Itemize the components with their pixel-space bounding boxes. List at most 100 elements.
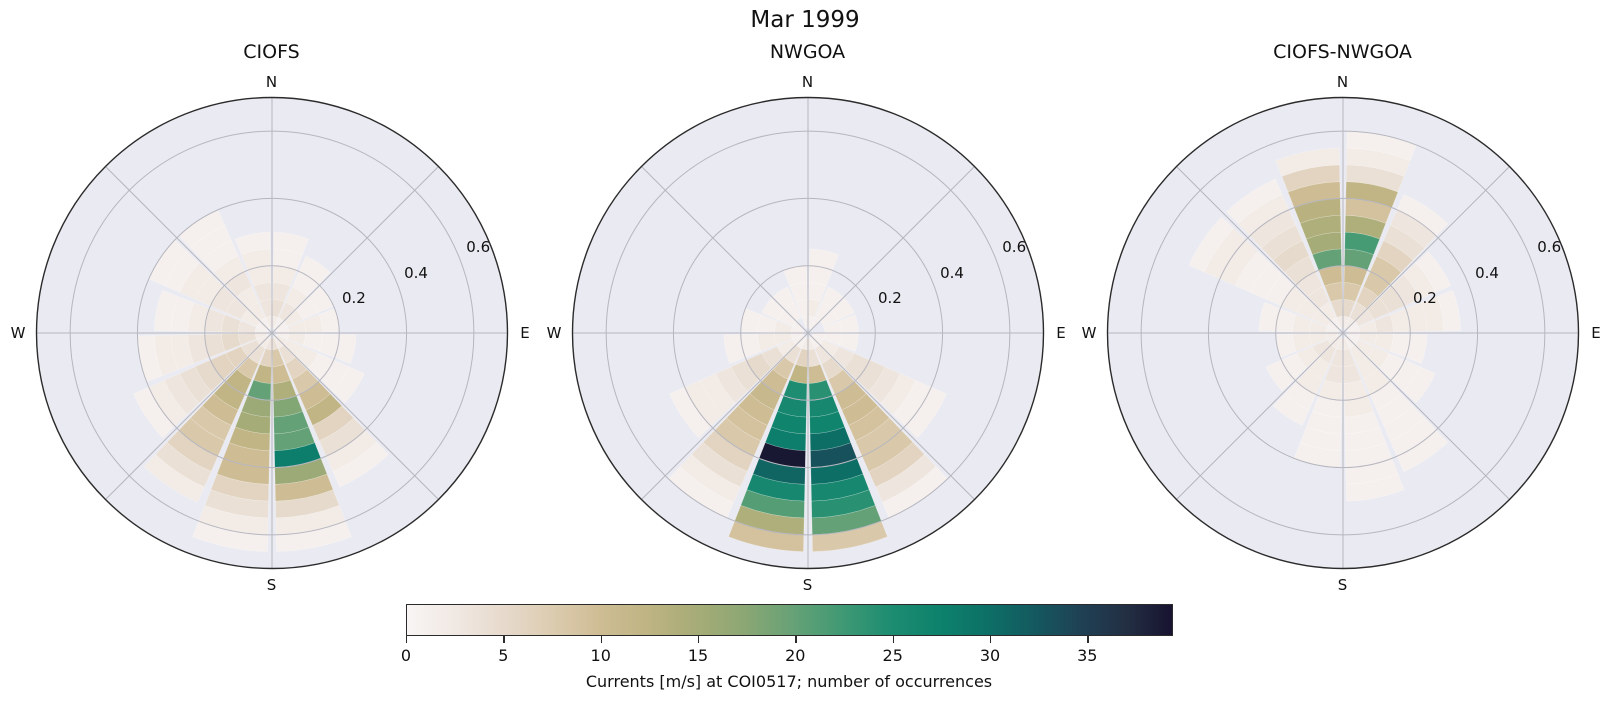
rose-cell [1342,281,1362,302]
rose-cell [773,319,793,333]
grid-spoke [640,165,808,333]
rose-cell [725,404,768,441]
rose-cell [178,365,212,403]
polar-plot-ciofs: CIOFS N E S W 0.2 0.4 0.6 [7,41,537,598]
rose-cell [228,426,270,451]
compass-label-w: W [546,323,562,342]
rose-cell [163,372,200,415]
colorbar-label: Currents [m/s] at COI0517; number of occ… [585,672,993,691]
rose-cell [234,410,270,434]
rose-cell [1344,410,1380,434]
rose-cell [737,392,775,426]
rose-cell [273,231,309,255]
rose-cell [1366,297,1390,320]
plot-title-nwgoa: NWGOA [769,40,846,63]
rose-cell [1344,214,1386,239]
compass-label-n: N [265,73,278,91]
rose-cell [295,345,319,368]
rose-cell [283,308,303,327]
rose-cell [822,332,842,346]
rose-cell [831,345,855,368]
rose-cell [1354,308,1374,327]
colorbar-tick-label: 30 [979,646,1001,665]
colorbar-tick-label: 5 [498,646,509,665]
colorbar-tick [1087,636,1089,643]
colorbar-tick [698,636,700,643]
radial-tick-label: 0.6 [466,237,491,256]
rose-cell [220,313,241,333]
rose-cell [1373,332,1394,352]
rose-cell [1305,231,1341,255]
rose-cell [277,344,296,364]
rose-cell [1311,338,1331,357]
rose-cell [756,313,777,333]
rose-cell [295,297,319,320]
rose-cell [1323,281,1343,302]
grid-spoke [271,332,439,500]
colorbar-tick-label: 0 [400,646,412,665]
grid-spoke [104,165,272,333]
rose-cell [809,426,851,451]
colorbar-tick [503,636,505,643]
rose-cell [302,332,323,352]
rose-cell [252,363,272,384]
rose-cell [1366,345,1390,368]
rose-cell [1225,178,1282,224]
compass-label-e: E [520,323,530,342]
rose-cell [1414,250,1451,293]
figure-title: Mar 1999 [750,7,860,33]
rose-cell [838,313,859,333]
rose-cell [332,441,389,487]
rose-cell [236,285,259,309]
radial-tick-label: 0.2 [877,289,902,308]
rose-cell [867,365,901,403]
rose-cell [1299,426,1341,451]
rose-cell [1342,363,1362,384]
rose-cell [809,410,845,434]
colorbar-tick [990,636,992,643]
compass-label-s: S [266,576,277,594]
radial-tick-label: 0.4 [940,263,964,282]
polar-outline [1106,96,1579,569]
colorbar-tick-label: 35 [1077,646,1098,665]
colorbar-tick-label: 15 [687,646,709,665]
rose-cell [1355,285,1378,309]
polar-grid [1107,97,1578,568]
rose-cell [284,285,307,309]
rose-cell [1234,250,1271,293]
rose-cell [273,426,315,451]
polar-axes [571,96,1044,569]
rose-cell [189,404,232,441]
compass-label-w: W [1081,323,1097,342]
rose-cell [760,297,784,320]
rose-cell [1402,365,1436,403]
rose-cell [1355,356,1378,380]
rose-cell [220,332,241,352]
compass-label-s: S [1337,576,1348,594]
rose-cell [1420,295,1444,331]
rose-cell [1307,285,1330,309]
rose-cell [224,297,248,320]
rose-cell [756,332,777,352]
grid-spoke [1342,332,1510,500]
rose-cell [1318,301,1337,321]
rose-cell [772,356,795,380]
rose-cell [1291,332,1312,352]
radial-tick-label: 0.2 [1412,289,1437,308]
rose-cells [667,248,948,552]
rose-cell [807,281,827,302]
rose-cell [240,338,260,357]
rose-cell [820,356,843,380]
rose-cell [1345,473,1404,501]
rose-cell [1305,410,1341,434]
rose-cell [1295,345,1319,368]
radial-tick-label: 0.4 [404,263,428,282]
rose-cell [331,365,365,403]
rose-cell [170,334,194,370]
rose-cell [271,298,285,318]
radial-tick-label: 0.6 [1537,237,1562,256]
rose-cell [1373,313,1394,333]
colorbar-tick-label: 25 [882,646,903,665]
polar-axes [35,96,508,569]
compass-label-s: S [802,576,813,594]
